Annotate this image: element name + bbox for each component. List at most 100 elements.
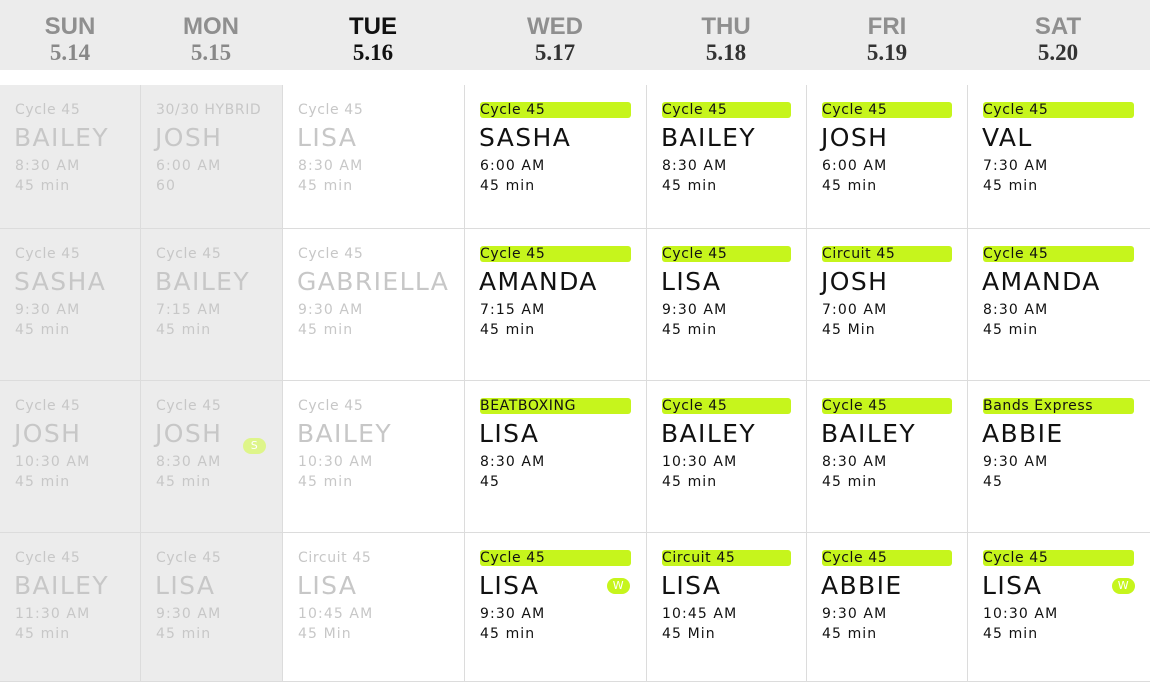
class-time: 10:45 AM — [662, 606, 738, 622]
instructor-name: VAL — [982, 123, 1033, 152]
class-duration: 45 min — [662, 322, 718, 338]
class-type: Cycle 45 — [480, 550, 631, 566]
week-header: SUN 5.14 MON 5.15 TUE 5.16 WED 5.17 THU 5.18 FRI 5.… — [0, 0, 1150, 70]
class-slot[interactable]: Cycle 45 AMANDA 7:15 AM 45 min — [465, 229, 647, 381]
class-slot[interactable]: Cycle 45 LISA 9:30 AM 45 min W — [465, 533, 647, 682]
day-of-week: THU — [701, 13, 751, 40]
instructor-name: JOSH — [155, 419, 223, 448]
instructor-name: LISA — [661, 267, 722, 296]
class-type: Cycle 45 — [156, 398, 222, 414]
class-time: 8:30 AM — [15, 158, 81, 174]
day-of-week: SUN — [44, 13, 96, 40]
class-type: Bands Express — [983, 398, 1134, 414]
instructor-name: AMANDA — [479, 267, 598, 296]
class-duration: 45 min — [15, 474, 71, 490]
class-type: BEATBOXING — [480, 398, 631, 414]
class-type: Cycle 45 — [983, 550, 1134, 566]
class-time: 11:30 AM — [15, 606, 91, 622]
class-slot[interactable]: Cycle 45 VAL 7:30 AM 45 min — [968, 85, 1150, 229]
class-slot[interactable]: Cycle 45 AMANDA 8:30 AM 45 min — [968, 229, 1150, 381]
class-time: 6:00 AM — [480, 158, 546, 174]
class-time: 10:30 AM — [983, 606, 1059, 622]
instructor-name: BAILEY — [661, 419, 757, 448]
class-slot[interactable]: Cycle 45 LISA 10:30 AM 45 min W — [968, 533, 1150, 682]
class-type: Cycle 45 — [298, 102, 364, 118]
class-duration: 45 min — [156, 322, 212, 338]
class-type: Cycle 45 — [298, 246, 364, 262]
class-slot[interactable]: Cycle 45 BAILEY 7:15 AM 45 min — [141, 229, 283, 381]
class-duration: 45 min — [15, 626, 71, 642]
day-date: 5.17 — [534, 40, 576, 65]
instructor-name: GABRIELLA — [297, 267, 450, 296]
day-of-week: FRI — [867, 13, 907, 40]
class-slot[interactable]: Cycle 45 SASHA 6:00 AM 45 min — [465, 85, 647, 229]
day-header-sat[interactable]: SAT 5.20 — [993, 0, 1123, 70]
class-slot[interactable]: Cycle 45 LISA 9:30 AM 45 min — [141, 533, 283, 682]
day-header-thu[interactable]: THU 5.18 — [661, 0, 791, 70]
instructor-name: BAILEY — [155, 267, 251, 296]
class-duration: 45 min — [983, 178, 1039, 194]
class-badge: S — [243, 438, 266, 454]
class-type: Cycle 45 — [298, 398, 364, 414]
class-type: Circuit 45 — [298, 550, 372, 566]
class-slot[interactable]: Cycle 45 BAILEY 8:30 AM 45 min — [647, 85, 807, 229]
class-type: Cycle 45 — [983, 102, 1134, 118]
class-duration: 45 min — [480, 322, 536, 338]
class-slot[interactable]: Cycle 45 BAILEY 8:30 AM 45 min — [807, 381, 968, 533]
class-slot[interactable]: Cycle 45 ABBIE 9:30 AM 45 min — [807, 533, 968, 682]
class-time: 10:30 AM — [662, 454, 738, 470]
class-slot[interactable]: Circuit 45 JOSH 7:00 AM 45 Min — [807, 229, 968, 381]
class-time: 9:30 AM — [15, 302, 81, 318]
class-slot[interactable]: Cycle 45 BAILEY 11:30 AM 45 min — [0, 533, 141, 682]
instructor-name: LISA — [479, 571, 540, 600]
class-time: 9:30 AM — [662, 302, 728, 318]
class-time: 7:15 AM — [480, 302, 546, 318]
class-slot[interactable]: Cycle 45 LISA 8:30 AM 45 min — [283, 85, 465, 229]
class-slot[interactable]: Circuit 45 LISA 10:45 AM 45 Min — [283, 533, 465, 682]
class-slot[interactable]: Cycle 45 BAILEY 10:30 AM 45 min — [647, 381, 807, 533]
class-duration: 45 — [983, 474, 1004, 490]
class-duration: 45 Min — [662, 626, 716, 642]
class-time: 8:30 AM — [983, 302, 1049, 318]
day-header-tue[interactable]: TUE 5.16 — [308, 0, 438, 70]
class-slot[interactable]: Circuit 45 LISA 10:45 AM 45 Min — [647, 533, 807, 682]
day-of-week: TUE — [349, 13, 397, 40]
class-type: Cycle 45 — [156, 246, 222, 262]
instructor-name: ABBIE — [982, 419, 1064, 448]
class-type: Cycle 45 — [156, 550, 222, 566]
instructor-name: JOSH — [821, 123, 889, 152]
class-slot[interactable]: BEATBOXING LISA 8:30 AM 45 — [465, 381, 647, 533]
class-slot[interactable]: Cycle 45 LISA 9:30 AM 45 min — [647, 229, 807, 381]
day-date: 5.20 — [1037, 40, 1079, 65]
instructor-name: AMANDA — [982, 267, 1101, 296]
day-header-wed[interactable]: WED 5.17 — [490, 0, 620, 70]
class-slot[interactable]: Cycle 45 SASHA 9:30 AM 45 min — [0, 229, 141, 381]
class-slot[interactable]: Cycle 45 JOSH 8:30 AM 45 min S — [141, 381, 283, 533]
day-date: 5.16 — [352, 40, 394, 65]
class-type: Cycle 45 — [480, 246, 631, 262]
class-duration: 45 min — [662, 178, 718, 194]
class-slot[interactable]: Bands Express ABBIE 9:30 AM 45 — [968, 381, 1150, 533]
instructor-name: BAILEY — [821, 419, 917, 448]
class-type: Cycle 45 — [822, 102, 952, 118]
class-slot[interactable]: Cycle 45 GABRIELLA 9:30 AM 45 min — [283, 229, 465, 381]
class-type: Cycle 45 — [822, 398, 952, 414]
class-time: 7:30 AM — [983, 158, 1049, 174]
class-duration: 45 min — [156, 474, 212, 490]
class-slot[interactable]: Cycle 45 JOSH 6:00 AM 45 min — [807, 85, 968, 229]
class-type: Cycle 45 — [662, 398, 791, 414]
class-slot[interactable]: Cycle 45 BAILEY 8:30 AM 45 min — [0, 85, 141, 229]
class-type: Cycle 45 — [983, 246, 1134, 262]
instructor-name: JOSH — [155, 123, 223, 152]
day-header-sun[interactable]: SUN 5.14 — [10, 0, 130, 70]
class-slot[interactable]: Cycle 45 BAILEY 10:30 AM 45 min — [283, 381, 465, 533]
class-duration: 45 min — [298, 322, 354, 338]
day-header-mon[interactable]: MON 5.15 — [151, 0, 271, 70]
class-time: 8:30 AM — [662, 158, 728, 174]
class-type: Cycle 45 — [15, 102, 81, 118]
class-badge: W — [607, 578, 630, 594]
class-slot[interactable]: 30/30 HYBRID JOSH 6:00 AM 60 — [141, 85, 283, 229]
class-slot[interactable]: Cycle 45 JOSH 10:30 AM 45 min — [0, 381, 141, 533]
day-header-fri[interactable]: FRI 5.19 — [827, 0, 947, 70]
class-time: 10:30 AM — [15, 454, 91, 470]
